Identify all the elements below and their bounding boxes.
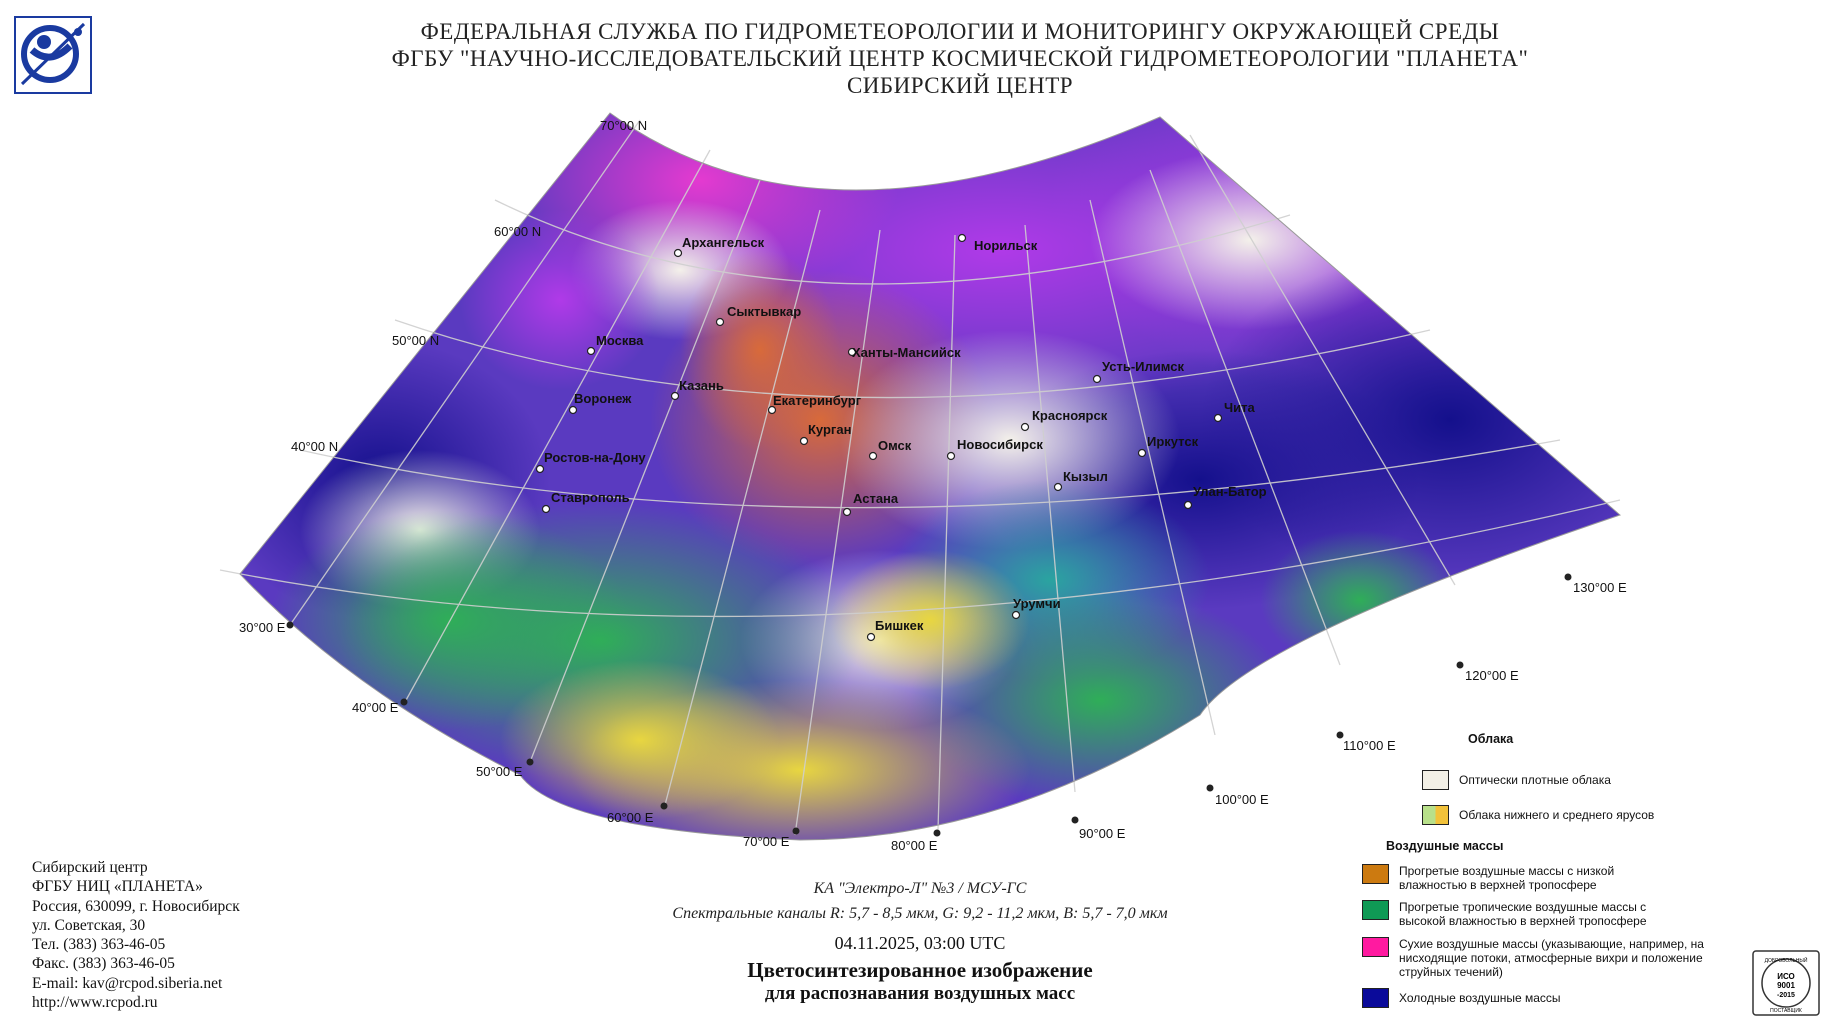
contact-fax: Факс. (383) 363-46-05 — [32, 955, 175, 973]
contact-website: http://www.rcpod.ru — [32, 994, 158, 1012]
caption-satellite: КА "Электро-Л" №3 / МСУ-ГС — [813, 880, 1027, 897]
city-kazan: Казань — [679, 378, 724, 393]
caption-datetime: 04.11.2025, 03:00 UTC — [834, 933, 1006, 953]
caption-subtitle: для распознавания воздушных масс — [764, 983, 1076, 1004]
caption-title: Цветосинтезированное изображение — [747, 958, 1093, 982]
lon-label-50: 50°00 E — [476, 764, 523, 779]
lat-label-40: 40°00 N — [291, 439, 338, 454]
legend-item-dense-clouds: Оптически плотные облака — [1422, 770, 1611, 790]
swatch-low-mid-clouds — [1422, 805, 1449, 825]
graticule — [219, 119, 1621, 836]
city-stavropol: Ставрополь — [551, 490, 630, 505]
lon-tick-60 — [660, 802, 668, 810]
contact-info: Сибирский центр ФГБУ НИЦ «ПЛАНЕТА» Росси… — [32, 858, 240, 1012]
lon-tick-90 — [1071, 816, 1079, 824]
city-krasnoyarsk: Красноярск — [1032, 408, 1108, 423]
lon-tick-80 — [933, 829, 941, 837]
lon-label-30: 30°00 E — [239, 620, 286, 635]
city-chita: Чита — [1224, 400, 1255, 415]
legend-air-masses-heading: Воздушные массы — [1386, 839, 1504, 853]
contact-line-4: ул. Советская, 30 — [32, 916, 146, 934]
lat-label-60: 60°00 N — [494, 224, 541, 239]
planeta-logo — [14, 16, 92, 94]
svg-text:ДОБРОВОЛЬНЫЙ: ДОБРОВОЛЬНЫЙ — [1765, 956, 1808, 964]
city-kyzyl: Кызыл — [1063, 469, 1108, 484]
city-ust-ilimsk: Усть-Илимск — [1102, 359, 1184, 374]
lon-label-110: 110°00 E — [1343, 738, 1396, 753]
caption: КА "Электро-Л" №3 / МСУ-ГС Спектральные … — [560, 876, 1280, 1005]
city-rostov-on-don: Ростов-на-Дону — [544, 450, 646, 465]
header: ФЕДЕРАЛЬНАЯ СЛУЖБА ПО ГИДРОМЕТЕОРОЛОГИИ … — [300, 18, 1620, 99]
swatch-dense-clouds — [1422, 770, 1449, 790]
lon-label-90: 90°00 E — [1079, 826, 1126, 841]
lon-tick-110 — [1336, 731, 1344, 739]
lon-label-40: 40°00 E — [352, 700, 399, 715]
contact-line-3: Россия, 630099, г. Новосибирск — [32, 897, 240, 915]
svg-text:-2015: -2015 — [1777, 992, 1795, 999]
lon-label-70: 70°00 E — [743, 834, 790, 849]
header-line-1: ФЕДЕРАЛЬНАЯ СЛУЖБА ПО ГИДРОМЕТЕОРОЛОГИИ … — [420, 19, 1500, 44]
contact-line-2: ФГБУ НИЦ «ПЛАНЕТА» — [32, 878, 203, 896]
city-yekaterinburg: Екатеринбург — [773, 393, 862, 408]
swatch-warm-dry — [1362, 864, 1389, 884]
city-khanty-mansiysk: Ханты-Мансийск — [852, 345, 961, 360]
city-astana: Астана — [853, 491, 899, 506]
city-moscow: Москва — [596, 333, 644, 348]
lon-tick-120 — [1456, 661, 1464, 669]
legend-clouds-heading: Облака — [1468, 732, 1514, 746]
lat-label-50: 50°00 N — [392, 333, 439, 348]
iso-certification-badge: ДОБРОВОЛЬНЫЙ ИСО 9001 -2015 ПОСТАВЩИК — [1752, 950, 1820, 1016]
header-line-3: СИБИРСКИЙ ЦЕНТР — [846, 73, 1074, 98]
contact-email: E-mail: kav@rcpod.siberia.net — [32, 974, 223, 992]
map-frame — [239, 112, 1621, 841]
swatch-dry — [1362, 937, 1389, 957]
legend-item-warm-dry: Прогретые воздушные массы с низкой влажн… — [1362, 864, 1702, 892]
lon-tick-40 — [400, 698, 408, 706]
satellite-image — [240, 113, 1620, 840]
legend-item-dry: Сухие воздушные массы (указывающие, напр… — [1362, 937, 1732, 979]
lon-tick-70 — [792, 827, 800, 835]
lon-tick-50 — [526, 758, 534, 766]
legend-item-cold: Холодные воздушные массы — [1362, 988, 1561, 1008]
svg-text:9001: 9001 — [1777, 981, 1795, 990]
city-voronezh: Воронеж — [574, 391, 632, 406]
lon-tick-100 — [1206, 784, 1214, 792]
legend-item-warm-tropical: Прогретые тропичеcкие воздушные массы с … — [1362, 900, 1702, 928]
lon-label-120: 120°00 E — [1465, 668, 1519, 683]
lon-label-130: 130°00 E — [1573, 580, 1627, 595]
city-arkhangelsk: Архангельск — [682, 235, 765, 250]
lon-label-80: 80°00 E — [891, 838, 938, 853]
caption-channels: Спектральные каналы R: 5,7 - 8,5 мкм, G:… — [672, 905, 1168, 922]
city-novosibirsk: Новосибирск — [957, 437, 1043, 452]
header-line-2: ФГБУ "НАУЧНО-ИССЛЕДОВАТЕЛЬСКИЙ ЦЕНТР КОС… — [391, 46, 1529, 71]
lon-label-60: 60°00 E — [607, 810, 654, 825]
city-norilsk: Норильск — [974, 238, 1038, 253]
lon-label-100: 100°00 E — [1215, 792, 1269, 807]
city-omsk: Омск — [878, 438, 912, 453]
svg-text:ИСО: ИСО — [1777, 972, 1795, 981]
lon-tick-30 — [286, 621, 294, 629]
svg-text:ПОСТАВЩИК: ПОСТАВЩИК — [1770, 1008, 1802, 1014]
contact-phone: Тел. (383) 363-46-05 — [32, 936, 166, 954]
city-syktyvkar: Сыктывкар — [727, 304, 801, 319]
contact-line-1: Сибирский центр — [32, 859, 148, 876]
city-kurgan: Курган — [808, 422, 851, 437]
swatch-cold — [1362, 988, 1389, 1008]
city-irkutsk: Иркутск — [1147, 434, 1199, 449]
legend-item-low-mid-clouds: Облака нижнего и среднего ярусов — [1422, 805, 1654, 825]
city-bishkek: Бишкек — [875, 618, 924, 633]
lat-label-70: 70°00 N — [600, 118, 647, 133]
lon-tick-130 — [1564, 573, 1572, 581]
swatch-warm-tropical — [1362, 900, 1389, 920]
city-urumqi: Урумчи — [1013, 596, 1061, 611]
city-ulaanbaatar: Улан-Батор — [1193, 484, 1267, 499]
